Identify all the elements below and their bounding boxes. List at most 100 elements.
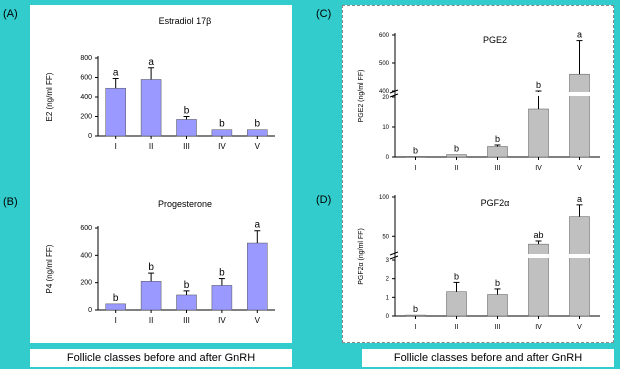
chart-c-ytick-label: 10	[382, 125, 389, 131]
chart-a-ytick-label: 400	[80, 94, 92, 101]
panel-label-a: (A)	[3, 8, 18, 20]
chart-a-bar	[140, 79, 162, 137]
chart-b-bar	[105, 303, 126, 311]
chart-c-sig-letter: b	[536, 80, 541, 90]
chart-b-sig-letter: b	[148, 262, 154, 273]
chart-a-xtick-label: V	[255, 142, 261, 151]
chart-c-bar	[528, 108, 549, 158]
chart-b-ytick-label: 200	[80, 280, 92, 287]
chart-a-ytick-label: 200	[80, 114, 92, 121]
chart-d-ytick-label: 0	[386, 314, 390, 320]
chart-d-bar	[487, 294, 508, 317]
chart-d-xtick-label: II	[455, 324, 459, 331]
chart-a-xtick-label: I	[115, 142, 117, 151]
chart-d-axis-break-mark	[389, 251, 399, 256]
panel-label-c: (C)	[316, 8, 332, 20]
chart-c-ytick-label: 500	[379, 61, 390, 67]
right-panel	[342, 5, 614, 343]
chart-b-sig-letter: a	[255, 220, 261, 231]
chart-b-title: Progesterone	[158, 199, 212, 209]
chart-b-ytick-label: 400	[80, 252, 92, 259]
chart-c-bar	[569, 73, 590, 158]
chart-c-title: PGE2	[483, 35, 507, 45]
chart-b-xtick-label: IV	[218, 316, 226, 325]
chart-c-bar	[487, 146, 508, 158]
chart-d-ytick-label: 100	[379, 195, 390, 201]
chart-d-xtick-label: V	[577, 324, 582, 331]
chart-b-xtick-label: I	[115, 316, 117, 325]
chart-c-ytick-label: 400	[379, 89, 390, 95]
chart-d-sig-letter: ab	[533, 230, 543, 240]
chart-c-sig-letter: b	[413, 145, 418, 155]
chart-b-bar	[140, 281, 162, 311]
chart-a-sig-letter: b	[184, 106, 190, 117]
chart-a-sig-letter: a	[113, 67, 119, 78]
chart-c-xtick-label: V	[577, 165, 582, 172]
chart-c-xtick-label: I	[415, 165, 417, 172]
chart-c-axis-break-mark	[389, 93, 399, 98]
chart-c-bar	[446, 154, 467, 158]
chart-c-axis-break-band	[396, 92, 601, 96]
chart-d-bar	[569, 216, 590, 317]
chart-a-sig-letter: b	[219, 119, 225, 130]
chart-b-sig-letter: b	[113, 293, 119, 304]
chart-a-bar	[211, 129, 233, 137]
chart-b-sig-letter: b	[219, 268, 225, 279]
chart-b-bar	[247, 242, 268, 311]
chart-d-ytick-label: 3	[386, 258, 390, 264]
chart-c-ytick-label: 0	[386, 155, 390, 161]
chart-d-xtick-label: I	[415, 324, 417, 331]
chart-b-bar	[211, 285, 233, 311]
chart-d-bar	[446, 291, 467, 317]
chart-c-sig-letter: a	[577, 30, 582, 40]
chart-d-ylabel: PGF2α (ng/ml FF)	[358, 228, 365, 285]
chart-a-xtick-label: III	[183, 142, 190, 151]
chart-a-ytick-label: 0	[88, 133, 92, 140]
chart-d-sig-letter: b	[413, 304, 418, 314]
chart-a-sig-letter: a	[148, 57, 154, 68]
chart-d-ytick-label: 1	[386, 295, 390, 301]
chart-b-xtick-label: III	[183, 316, 190, 325]
chart-a-ylabel: E2 (ng/ml FF)	[45, 72, 54, 121]
chart-c-xtick-label: II	[455, 165, 459, 172]
chart-c-bar	[405, 156, 426, 158]
chart-b-ytick-label: 600	[80, 225, 92, 232]
chart-a-bar	[176, 119, 197, 137]
chart-d-axis-break-mark	[389, 255, 399, 260]
chart-a-ytick-label: 800	[80, 55, 92, 62]
chart-c-xtick-label: IV	[535, 165, 542, 172]
chart-b-ylabel: P4 (ng/ml FF)	[45, 244, 54, 293]
chart-c-sig-letter: b	[454, 144, 459, 154]
chart-a-xtick-label: IV	[218, 142, 226, 151]
chart-d-ytick-label: 2	[386, 277, 390, 283]
chart-c-axis-break-mark	[389, 89, 399, 94]
chart-c-xtick-label: III	[495, 165, 501, 172]
chart-a-xtick-label: II	[149, 142, 153, 151]
chart-b-xtick-label: V	[255, 316, 261, 325]
chart-c-ytick-label: 20	[382, 95, 389, 101]
right-caption: Follicle classes before and after GnRH	[362, 349, 614, 367]
chart-d-title: PGF2α	[481, 198, 510, 208]
chart-d-xtick-label: IV	[535, 324, 542, 331]
chart-c-ylabel: PGE2 (ng/ml FF)	[358, 70, 365, 123]
chart-b-ytick-label: 0	[88, 307, 92, 314]
chart-b-xtick-label: II	[149, 316, 153, 325]
chart-a-sig-letter: b	[255, 119, 261, 130]
chart-d-axis-break-band	[396, 254, 601, 258]
chart-d-ytick-label: 50	[382, 234, 389, 240]
panel-label-b: (B)	[3, 196, 18, 208]
chart-b-sig-letter: b	[184, 280, 190, 291]
chart-d-sig-letter: a	[577, 194, 582, 204]
chart-c-sig-letter: b	[495, 134, 500, 144]
left-caption: Follicle classes before and after GnRH	[30, 349, 292, 367]
chart-d-bar	[405, 314, 426, 317]
chart-a-bar	[247, 129, 268, 137]
chart-a-bar	[105, 87, 126, 137]
chart-d-sig-letter: b	[495, 278, 500, 288]
chart-a-title: Estradiol 17β	[159, 16, 212, 26]
chart-a-ytick-label: 600	[80, 75, 92, 82]
chart-b-bar	[176, 294, 197, 311]
chart-c-ytick-label: 600	[379, 33, 390, 39]
chart-d-xtick-label: III	[495, 324, 501, 331]
chart-d-sig-letter: b	[454, 271, 459, 281]
